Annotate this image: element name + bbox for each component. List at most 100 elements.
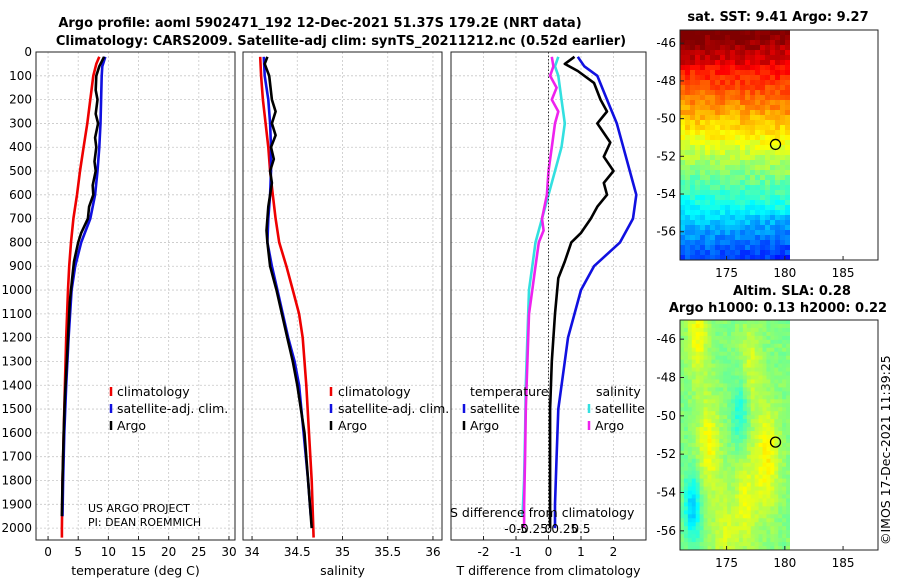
sla-cell: [691, 470, 697, 476]
sla-cell: [715, 403, 720, 408]
sla-cell: [738, 351, 744, 357]
sst-cell: [760, 225, 766, 231]
sla-cell: [699, 387, 705, 392]
sla-cell: [738, 530, 744, 535]
sla-cell: [727, 502, 732, 507]
sst-cell: [725, 130, 731, 136]
sla-cell: [683, 502, 689, 507]
sla-cell: [731, 427, 736, 432]
sla-cell: [683, 514, 689, 519]
sla-cell: [691, 391, 697, 396]
sla-cell: [687, 522, 693, 527]
sla-cell: [774, 534, 779, 539]
sla-cell: [691, 486, 697, 492]
sla-cell: [687, 347, 693, 353]
sla-cell: [738, 427, 744, 432]
sla-cell: [683, 387, 689, 392]
sla-cell: [782, 375, 787, 381]
sst-cell: [700, 95, 706, 101]
sla-cell: [742, 331, 748, 337]
sst-cell: [780, 140, 786, 146]
y-tick-label: 500: [9, 164, 32, 178]
sst-cell: [780, 195, 786, 201]
sst-cell: [745, 180, 751, 186]
sst-cell: [785, 35, 790, 41]
sla-cell: [758, 323, 764, 329]
sla-cell: [731, 399, 736, 404]
sla-cell: [707, 323, 713, 329]
sla-cell: [735, 474, 740, 480]
sla-cell: [778, 379, 783, 385]
sst-cell: [755, 70, 761, 76]
y-tick-label: 700: [9, 212, 32, 226]
sst-cell: [765, 60, 771, 66]
sla-cell: [782, 371, 787, 377]
sla-cell: [738, 470, 744, 476]
sst-cell: [700, 80, 706, 86]
sla-cell: [782, 498, 787, 504]
sst-cell: [705, 105, 711, 111]
sla-cell: [758, 450, 764, 456]
sst-cell: [740, 210, 746, 216]
sla-cell: [699, 431, 705, 436]
sla-cell: [727, 371, 732, 377]
sst-cell: [785, 90, 790, 96]
sla-cell: [719, 510, 724, 515]
sla-cell: [719, 490, 724, 496]
sla-cell: [687, 490, 693, 496]
sla-cell: [707, 478, 713, 484]
sla-cell: [707, 403, 713, 408]
sst-cell: [720, 40, 726, 46]
sla-cell: [742, 343, 748, 349]
sla-cell: [746, 435, 752, 440]
sst-cell: [685, 190, 691, 196]
sst-cell: [755, 210, 761, 216]
sst-cell: [740, 180, 746, 186]
sst-cell: [740, 110, 746, 116]
sla-cell: [695, 542, 701, 547]
sst-cell: [730, 65, 736, 71]
sla-cell: [711, 438, 716, 444]
sla-cell: [754, 407, 760, 412]
sst-cell: [690, 40, 696, 46]
sst-cell: [745, 240, 751, 246]
sst-cell: [730, 205, 736, 211]
sla-cell: [746, 407, 752, 412]
sla-cell: [770, 466, 775, 472]
sla-cell: [707, 514, 713, 519]
sla-cell: [723, 359, 728, 365]
sst-cell: [760, 255, 766, 260]
sla-cell: [715, 502, 720, 507]
sst-cell: [720, 150, 726, 156]
sla-cell: [766, 339, 771, 345]
sst-cell: [725, 95, 731, 101]
sla-cell: [762, 446, 768, 452]
sst-cell: [735, 60, 741, 66]
sla-cell: [683, 506, 689, 511]
sst-cell: [680, 245, 686, 251]
sla-cell: [770, 363, 775, 369]
sla-cell: [727, 411, 732, 416]
sla-cell: [786, 526, 790, 531]
sla-cell: [699, 423, 705, 428]
sla-cell: [762, 427, 768, 432]
sla-cell: [691, 494, 697, 500]
sla-cell: [723, 486, 728, 492]
sla-cell: [774, 494, 779, 500]
sla-cell: [766, 355, 771, 361]
sla-cell: [770, 323, 775, 329]
sla-cell: [786, 335, 790, 341]
sla-cell: [723, 498, 728, 504]
sst-cell: [735, 110, 741, 116]
sla-cell: [731, 335, 736, 341]
sst-cell: [775, 220, 781, 226]
sla-cell: [680, 486, 685, 492]
sla-cell: [703, 470, 709, 476]
sla-cell: [758, 331, 764, 337]
sst-cell: [725, 225, 731, 231]
sla-cell: [774, 526, 779, 531]
sst-cell: [710, 160, 716, 166]
sst-cell: [725, 230, 731, 236]
sla-cell: [683, 423, 689, 428]
sla-cell: [762, 518, 768, 523]
